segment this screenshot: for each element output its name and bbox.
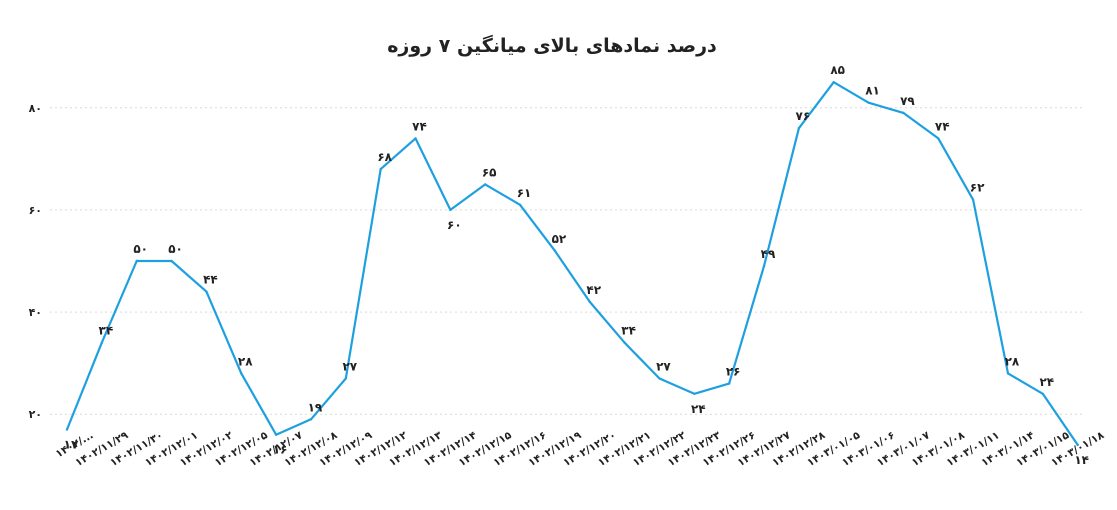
data-label: ۴۹ <box>761 247 776 261</box>
series-line-layer <box>65 81 1079 447</box>
data-point <box>449 208 452 212</box>
data-label: ۱۹ <box>308 400 323 414</box>
data-label: ۶۰ <box>447 218 462 232</box>
y-tick-label: ۸۰ <box>29 102 42 115</box>
data-label: ۷۹ <box>900 94 915 108</box>
data-point <box>135 259 138 263</box>
data-point <box>553 249 557 252</box>
data-label: ۱۷ <box>64 438 79 452</box>
data-point <box>100 341 104 344</box>
data-point <box>937 137 940 140</box>
data-point <box>832 81 835 84</box>
data-point <box>484 183 487 186</box>
data-label: ۸۱ <box>865 84 880 98</box>
data-point <box>971 198 975 201</box>
data-label: ۴۴ <box>203 273 218 287</box>
data-label: ۲۸ <box>1005 354 1020 368</box>
data-label: ۳۴ <box>621 324 636 338</box>
y-tick-label: ۲۰ <box>29 408 42 421</box>
data-point <box>588 300 591 304</box>
data-label: ۲۴ <box>691 402 706 416</box>
data-point <box>344 377 347 380</box>
series-line <box>65 81 1079 446</box>
data-label: ۶۵ <box>482 165 497 179</box>
data-label: ۲۷ <box>656 359 671 373</box>
data-label: ۵۲ <box>552 232 567 246</box>
data-point <box>623 341 626 344</box>
data-label: ۱۶ <box>273 443 288 457</box>
data-point <box>658 377 661 380</box>
data-point <box>274 433 278 436</box>
data-label: ۶۱ <box>517 186 532 200</box>
data-point <box>727 382 731 385</box>
chart-title: درصد نمادهای بالای میانگین ۷ روزه <box>387 34 717 57</box>
data-label: ۶۲ <box>970 181 985 195</box>
data-label: ۱۴ <box>1074 453 1089 467</box>
data-label: ۷۴ <box>412 119 427 133</box>
y-axis-ticks: ۲۰ ۴۰ ۶۰ ۸۰ <box>29 102 42 421</box>
data-label: ۲۶ <box>726 365 741 379</box>
data-point <box>1006 372 1010 375</box>
data-point <box>518 203 522 207</box>
data-point <box>379 167 382 171</box>
data-point <box>414 137 417 140</box>
data-label: ۴۲ <box>586 283 601 297</box>
data-label: ۲۷ <box>342 359 357 373</box>
data-label: ۲۴ <box>1039 375 1054 389</box>
data-point <box>902 111 905 115</box>
data-labels: ۱۷ ۳۴ ۵۰ ۵۰ ۴۴ ۲۸ ۱۶ ۱۹ ۲۷ ۶۸ ۷۴ ۶۰ ۶۵ ۶۱ ۵۲ ۴۲ ۳۴ ۲۷ ۲۴ ۲۶… <box>64 63 1089 467</box>
data-label: ۵۰ <box>133 242 148 256</box>
data-label: ۸۵ <box>830 63 845 77</box>
data-label: ۷۴ <box>935 119 950 133</box>
data-point <box>1076 443 1079 447</box>
data-point <box>1041 392 1045 395</box>
data-point <box>65 428 69 431</box>
data-point <box>762 264 766 268</box>
y-tick-label: ۶۰ <box>29 204 42 217</box>
data-label: ۳۴ <box>99 324 114 338</box>
data-label: ۵۰ <box>168 242 183 256</box>
data-label: ۲۸ <box>238 354 253 368</box>
grid-lines <box>50 107 1085 415</box>
data-point <box>205 290 208 293</box>
data-label: ۶۸ <box>377 150 392 164</box>
data-point <box>309 418 313 421</box>
data-point <box>240 372 243 375</box>
data-point <box>693 392 696 395</box>
data-point <box>170 259 173 263</box>
data-point <box>797 127 801 130</box>
data-point <box>867 101 870 104</box>
x-axis-ticks: ۱۴۰۲/...۱۴۰۲/۱۱/۲۹۱۴۰۲/۱۱/۳۰۱۴۰۲/۱۲/۰۱۱۴… <box>54 429 1107 469</box>
data-label: ۷۶ <box>796 109 811 123</box>
y-tick-label: ۴۰ <box>29 306 42 319</box>
